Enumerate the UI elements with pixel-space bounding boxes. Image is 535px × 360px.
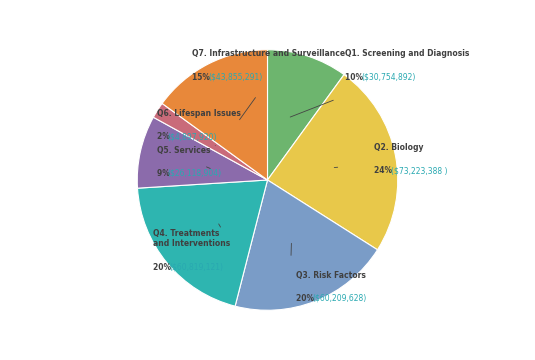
- Text: 9%: 9%: [157, 169, 172, 178]
- Text: Q1. Screening and Diagnosis: Q1. Screening and Diagnosis: [345, 49, 469, 58]
- Wedge shape: [235, 180, 378, 310]
- Text: Q4. Treatments
and Interventions: Q4. Treatments and Interventions: [153, 229, 230, 248]
- Wedge shape: [137, 180, 268, 306]
- Wedge shape: [268, 50, 344, 180]
- Text: 20%: 20%: [296, 294, 317, 303]
- Text: 10%: 10%: [345, 72, 366, 81]
- Wedge shape: [162, 50, 268, 180]
- Text: ($73,223,388 ): ($73,223,388 ): [391, 166, 447, 175]
- Text: Q2. Biology: Q2. Biology: [374, 143, 424, 152]
- Text: ($60,209,628): ($60,209,628): [312, 294, 367, 303]
- Text: 2%: 2%: [157, 132, 172, 141]
- Text: 24%: 24%: [374, 166, 395, 175]
- Text: ($26,118,904): ($26,118,904): [167, 169, 222, 178]
- Text: ($4,897,920): ($4,897,920): [167, 132, 217, 141]
- Wedge shape: [154, 103, 268, 180]
- Text: 20%: 20%: [153, 263, 174, 272]
- Text: ($30,754,892): ($30,754,892): [362, 72, 416, 81]
- Wedge shape: [137, 117, 268, 188]
- Text: Q7. Infrastructure and Surveillance: Q7. Infrastructure and Surveillance: [192, 49, 345, 58]
- Text: ($60,819,121): ($60,819,121): [169, 263, 223, 272]
- Text: Q6. Lifespan Issues: Q6. Lifespan Issues: [157, 109, 241, 118]
- Text: 15%: 15%: [192, 72, 212, 81]
- Text: ($43,855,291): ($43,855,291): [208, 72, 263, 81]
- Wedge shape: [268, 75, 398, 250]
- Text: Q5. Services: Q5. Services: [157, 145, 210, 154]
- Text: Q3. Risk Factors: Q3. Risk Factors: [296, 271, 366, 280]
